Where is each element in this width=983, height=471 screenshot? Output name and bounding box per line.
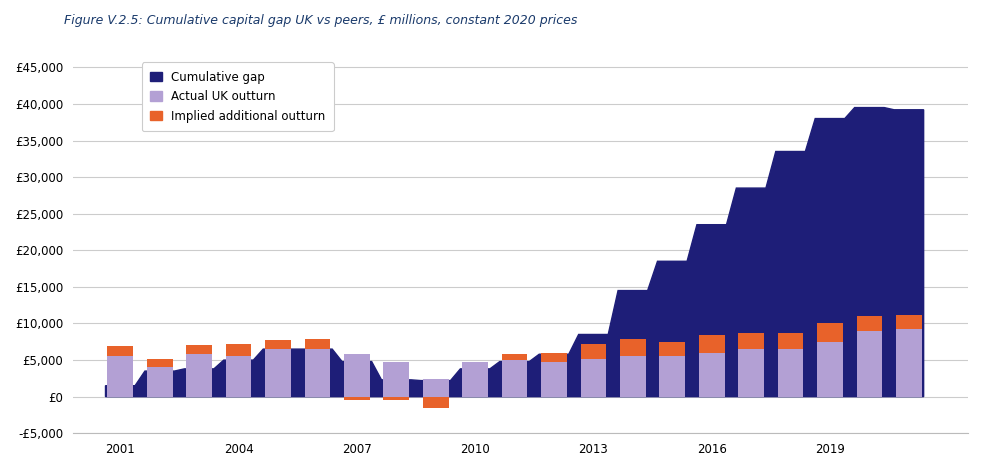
Bar	[344, 354, 370, 397]
Bar	[187, 354, 212, 397]
Bar	[305, 339, 330, 349]
Bar	[344, 397, 370, 400]
Bar	[501, 360, 528, 397]
Bar	[265, 349, 291, 397]
Text: Figure V.2.5: Cumulative capital gap UK vs peers, £ millions, constant 2020 pric: Figure V.2.5: Cumulative capital gap UK …	[64, 14, 577, 27]
Bar	[305, 349, 330, 397]
Bar	[620, 339, 646, 357]
Bar	[778, 349, 803, 397]
Bar	[817, 324, 842, 342]
Polygon shape	[105, 107, 924, 397]
Bar	[501, 354, 528, 360]
Bar	[699, 353, 724, 397]
Bar	[738, 333, 764, 349]
Bar	[699, 335, 724, 353]
Bar	[896, 329, 922, 397]
Bar	[107, 357, 133, 397]
Bar	[856, 331, 883, 397]
Bar	[383, 397, 409, 400]
Bar	[856, 316, 883, 331]
Bar	[542, 362, 567, 397]
Bar	[660, 357, 685, 397]
Bar	[187, 345, 212, 354]
Bar	[817, 342, 842, 397]
Bar	[462, 362, 488, 397]
Bar	[265, 341, 291, 349]
Bar	[146, 358, 173, 367]
Bar	[383, 362, 409, 397]
Bar	[778, 333, 803, 349]
Bar	[896, 315, 922, 329]
Bar	[581, 358, 607, 397]
Bar	[226, 344, 252, 357]
Bar	[146, 367, 173, 397]
Bar	[107, 346, 133, 357]
Bar	[423, 397, 448, 408]
Bar	[423, 379, 448, 397]
Bar	[620, 357, 646, 397]
Bar	[738, 349, 764, 397]
Bar	[660, 342, 685, 357]
Bar	[542, 353, 567, 362]
Bar	[226, 357, 252, 397]
Legend: Cumulative gap, Actual UK outturn, Implied additional outturn: Cumulative gap, Actual UK outturn, Impli…	[142, 62, 333, 131]
Bar	[581, 344, 607, 358]
